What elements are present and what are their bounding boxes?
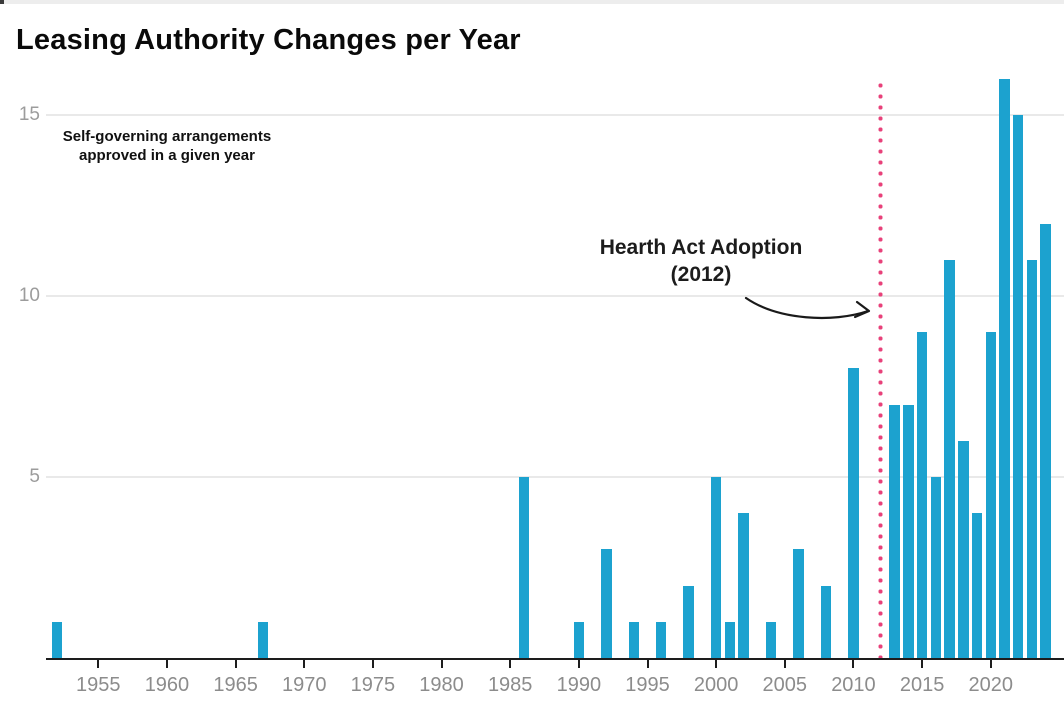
x-tick-label-1965: 1965 xyxy=(213,674,258,696)
bar-2000 xyxy=(710,477,722,658)
bar-2018 xyxy=(958,440,969,658)
x-tick-1980 xyxy=(440,660,443,668)
x-tick-label-1960: 1960 xyxy=(144,674,190,696)
x-tick-1990 xyxy=(577,660,580,668)
x-tick-1975 xyxy=(371,660,374,668)
bar-2017 xyxy=(944,259,955,658)
bar-1986 xyxy=(518,477,530,658)
event-annotation: Hearth Act Adoption (2012) xyxy=(576,234,826,288)
bar-2001 xyxy=(724,621,736,658)
bar-2023 xyxy=(1026,259,1038,658)
x-axis-line xyxy=(46,658,1064,660)
chart-subtitle-note: Self-governing arrangements approved in … xyxy=(47,127,287,165)
y-tick-label-5: 5 xyxy=(29,466,40,487)
x-tick-label-1980: 1980 xyxy=(419,674,464,696)
bar-1994 xyxy=(628,621,640,658)
chart-title: Leasing Authority Changes per Year xyxy=(16,24,521,56)
x-tick-label-1990: 1990 xyxy=(556,674,602,696)
window-top-edge xyxy=(0,0,1064,4)
bar-1996 xyxy=(655,621,667,658)
x-tick-label-2015: 2015 xyxy=(899,674,945,696)
bar-2010 xyxy=(848,368,859,658)
bar-1990 xyxy=(573,621,585,658)
bar-2022 xyxy=(1012,115,1024,658)
bar-1967 xyxy=(257,621,269,658)
annotation-line-1: Hearth Act Adoption xyxy=(599,236,803,259)
y-tick-label-10: 10 xyxy=(18,285,40,306)
x-tick-1960 xyxy=(165,660,168,668)
gridline-10 xyxy=(46,295,1064,297)
window-corner-notch xyxy=(0,0,4,4)
bar-2014 xyxy=(903,404,914,658)
x-tick-1970 xyxy=(303,660,306,668)
x-tick-2015 xyxy=(921,660,924,668)
x-tick-1995 xyxy=(646,660,649,668)
x-tick-label-1970: 1970 xyxy=(282,674,327,696)
x-tick-label-2020: 2020 xyxy=(968,674,1014,696)
x-tick-label-2010: 2010 xyxy=(831,674,876,696)
x-tick-label-1995: 1995 xyxy=(625,674,670,696)
bar-2015 xyxy=(916,332,928,658)
x-tick-1965 xyxy=(234,660,237,668)
x-tick-label-2005: 2005 xyxy=(762,674,808,696)
bar-2008 xyxy=(820,585,832,658)
x-tick-label-1975: 1975 xyxy=(350,674,396,696)
x-tick-label-1985: 1985 xyxy=(487,674,533,696)
x-tick-1985 xyxy=(509,660,512,668)
annotation-arrow-icon xyxy=(744,296,871,319)
bar-1998 xyxy=(683,585,694,658)
x-tick-1955 xyxy=(97,660,100,668)
bar-2020 xyxy=(985,332,996,658)
bar-2024 xyxy=(1040,223,1051,658)
y-tick-label-15: 15 xyxy=(18,104,40,125)
bar-2019 xyxy=(971,513,983,658)
event-line-2012 xyxy=(878,80,884,658)
note-line-1: Self-governing arrangements xyxy=(62,128,272,145)
bar-2002 xyxy=(738,513,749,658)
annotation-line-2: (2012) xyxy=(670,263,732,286)
bar-1992 xyxy=(601,549,612,658)
bar-2021 xyxy=(999,78,1010,658)
x-tick-2000 xyxy=(715,660,718,668)
gridline-15 xyxy=(46,114,1064,116)
bar-2016 xyxy=(930,477,942,658)
bar-2013 xyxy=(889,404,900,658)
x-tick-2010 xyxy=(852,660,855,668)
note-line-2: approved in a given year xyxy=(79,147,255,164)
x-tick-label-2000: 2000 xyxy=(693,674,739,696)
x-tick-2005 xyxy=(783,660,786,668)
gridline-5 xyxy=(46,476,1064,478)
x-tick-label-1955: 1955 xyxy=(76,674,121,696)
bar-2006 xyxy=(793,549,804,658)
bar-2004 xyxy=(765,621,777,658)
bar-1952 xyxy=(51,621,63,658)
x-tick-2020 xyxy=(989,660,992,668)
